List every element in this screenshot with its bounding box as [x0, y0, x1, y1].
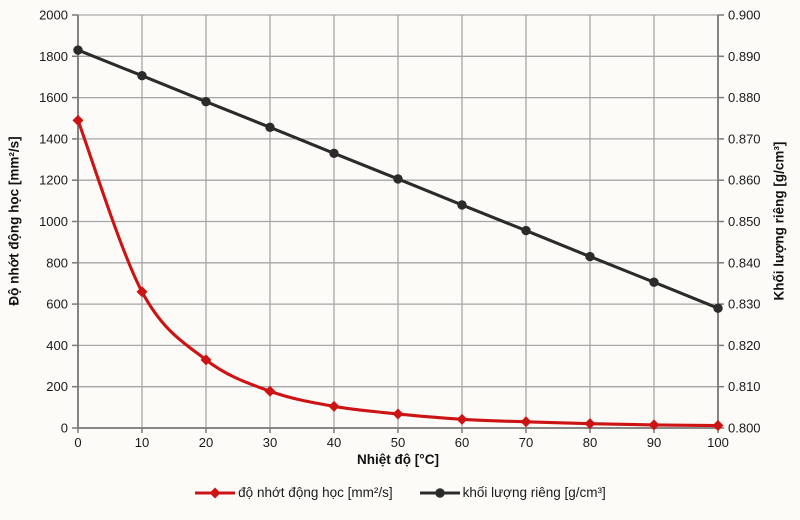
svg-text:0.850: 0.850 — [728, 214, 761, 229]
svg-text:1000: 1000 — [39, 214, 68, 229]
svg-text:10: 10 — [135, 435, 149, 450]
svg-text:600: 600 — [46, 297, 68, 312]
svg-text:800: 800 — [46, 255, 68, 270]
svg-text:30: 30 — [263, 435, 277, 450]
x-axis-title: Nhiệt độ [°C] — [357, 452, 439, 467]
svg-text:20: 20 — [199, 435, 213, 450]
svg-text:0.820: 0.820 — [728, 338, 761, 353]
svg-text:0.870: 0.870 — [728, 131, 761, 146]
svg-text:1400: 1400 — [39, 131, 68, 146]
svg-text:0.830: 0.830 — [728, 297, 761, 312]
legend-item-density: khối lượng riêng [g/cm³] — [419, 485, 606, 500]
svg-text:0.840: 0.840 — [728, 255, 761, 270]
svg-text:0: 0 — [61, 421, 68, 436]
legend-item-viscosity: độ nhớt động học [mm²/s] — [194, 485, 393, 500]
y-axis-left-title: Độ nhớt động học [mm²/s] — [6, 136, 22, 306]
y-axis-right-title: Khối lượng riêng [g/cm³] — [771, 141, 787, 301]
svg-text:40: 40 — [327, 435, 341, 450]
legend-label-viscosity: độ nhớt động học [mm²/s] — [238, 485, 393, 500]
svg-text:0: 0 — [74, 435, 81, 450]
svg-text:0.810: 0.810 — [728, 379, 761, 394]
svg-text:200: 200 — [46, 379, 68, 394]
svg-text:1800: 1800 — [39, 49, 68, 64]
svg-text:70: 70 — [519, 435, 533, 450]
svg-text:60: 60 — [455, 435, 469, 450]
viscosity-line-marker-icon — [195, 487, 236, 498]
legend-label-density: khối lượng riêng [g/cm³] — [462, 485, 606, 500]
density-line-marker-icon — [419, 487, 460, 498]
svg-text:0.800: 0.800 — [728, 421, 761, 436]
svg-text:90: 90 — [647, 435, 661, 450]
svg-text:1200: 1200 — [39, 173, 68, 188]
svg-text:0.880: 0.880 — [728, 90, 761, 105]
svg-text:80: 80 — [583, 435, 597, 450]
legend: độ nhớt động học [mm²/s] khối lượng riên… — [0, 485, 800, 500]
svg-text:400: 400 — [46, 338, 68, 353]
svg-text:0.890: 0.890 — [728, 49, 761, 64]
svg-text:2000: 2000 — [39, 8, 68, 23]
svg-text:100: 100 — [707, 435, 729, 450]
svg-text:0.860: 0.860 — [728, 173, 761, 188]
svg-text:50: 50 — [391, 435, 405, 450]
svg-text:1600: 1600 — [39, 90, 68, 105]
svg-text:0.900: 0.900 — [728, 8, 761, 23]
